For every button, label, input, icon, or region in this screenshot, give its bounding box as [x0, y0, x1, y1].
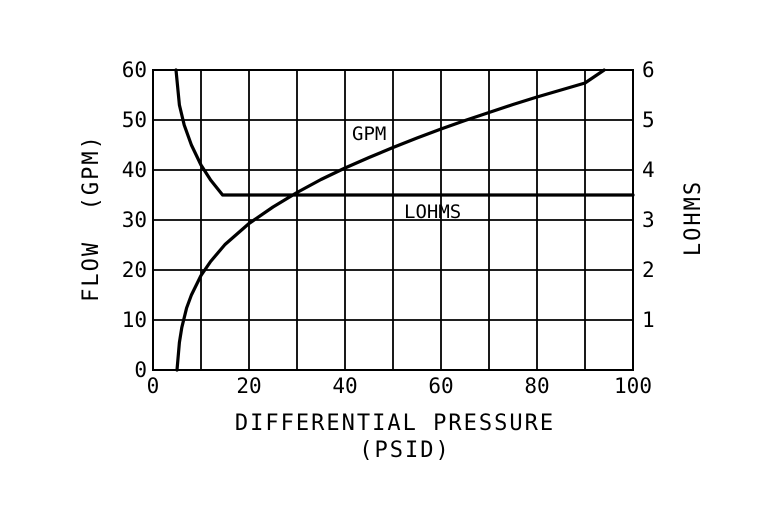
x-tick-label: 0	[147, 374, 160, 398]
y-left-tick-label: 20	[122, 258, 147, 282]
series-layer	[174, 68, 635, 372]
y-right-axis-title: LOHMS	[681, 180, 706, 256]
y-right-tick-label: 2	[642, 258, 655, 282]
x-tick-label: 20	[236, 374, 261, 398]
x-axis-title: DIFFERENTIAL PRESSURE	[235, 411, 555, 436]
y-left-tick-label: 60	[122, 58, 147, 82]
series-label-lohms: LOHMS	[404, 201, 461, 223]
y-right-tick-label: 1	[642, 308, 655, 332]
y-left-tick-label: 50	[122, 108, 147, 132]
x-tick-label: 80	[524, 374, 549, 398]
y-right-tick-label: 4	[642, 158, 655, 182]
x-axis-unit: (PSID)	[359, 438, 450, 463]
tick-labels: 0 20 40 60 80 100 0 10 20 30 40 50 60 1 2 3 4 5 6	[122, 58, 655, 398]
series-lohms-line	[174, 68, 635, 197]
y-left-axis-title: FLOW (GPM)	[79, 134, 104, 302]
y-right-tick-label: 5	[642, 108, 655, 132]
series-gpm-line	[175, 68, 606, 372]
plot-frame	[152, 69, 634, 371]
y-right-tick-label: 6	[642, 58, 655, 82]
y-left-tick-label: 10	[122, 308, 147, 332]
x-tick-label: 100	[614, 374, 652, 398]
y-right-tick-label: 3	[642, 208, 655, 232]
series-label-gpm: GPM	[352, 123, 386, 145]
x-tick-label: 60	[428, 374, 453, 398]
grid	[153, 70, 633, 370]
y-left-tick-label: 40	[122, 158, 147, 182]
y-left-tick-label: 0	[134, 358, 147, 382]
y-left-tick-label: 30	[122, 208, 147, 232]
x-tick-label: 40	[332, 374, 357, 398]
